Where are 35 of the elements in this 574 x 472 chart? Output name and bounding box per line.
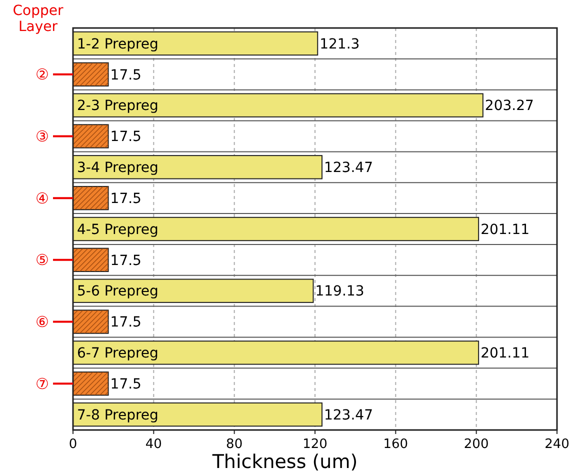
data-label: 17.5 [110,314,142,331]
x-tick-label: 80 [226,437,243,452]
data-label: 17.5 [110,376,142,393]
y-tick-label: 4-5 Prepreg [77,222,158,238]
y-tick-label: 5-6 Prepreg [77,284,158,300]
y-tick-label: ⑥ [36,313,49,332]
y-tick-label: ④ [36,189,49,208]
x-axis-title: Thickness (um) [211,451,358,472]
y-tick-label: 1-2 Prepreg [77,36,158,52]
data-label: 121.3 [320,36,360,52]
y-tick-label: 6-7 Prepreg [77,346,158,362]
y-tick-label: ⑤ [36,251,49,270]
data-label: 17.5 [110,252,142,269]
y-axis-title: Copper Layer [12,3,64,35]
data-label: 17.5 [110,129,142,146]
y-tick-label: 7-8 Prepreg [77,407,158,424]
x-tick-label: 120 [302,437,328,452]
data-label: 17.5 [110,190,142,207]
data-label: 123.47 [324,160,373,176]
data-label: 203.27 [484,98,534,114]
data-label: 123.47 [324,407,373,424]
x-tick-label: 240 [544,437,570,452]
data-label: 201.11 [480,346,530,362]
x-tick-label: 40 [145,437,162,452]
data-label: 17.5 [110,67,142,84]
y-tick-label: ② [36,66,49,84]
y-tick-label: ③ [36,127,49,146]
data-label: 201.11 [480,222,530,238]
x-tick-label: 0 [68,437,78,452]
x-tick-label: 200 [464,437,489,452]
y-tick-label: 2-3 Prepreg [77,98,158,114]
y-tick-label: 3-4 Prepreg [77,160,158,176]
data-label: 119.13 [315,284,364,300]
y-tick-label: ⑦ [36,374,49,393]
x-tick-label: 160 [383,437,408,452]
